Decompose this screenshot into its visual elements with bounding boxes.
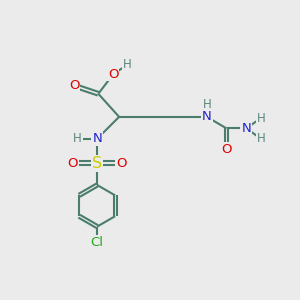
Text: O: O — [69, 79, 79, 92]
Text: S: S — [92, 155, 102, 170]
Text: O: O — [116, 157, 127, 169]
Text: N: N — [241, 122, 251, 135]
Text: O: O — [68, 157, 78, 169]
Text: H: H — [257, 112, 266, 124]
Text: H: H — [73, 132, 82, 145]
Text: H: H — [202, 98, 211, 111]
Text: O: O — [108, 68, 119, 81]
Text: O: O — [221, 143, 232, 156]
Text: H: H — [257, 132, 266, 145]
Text: H: H — [123, 58, 132, 71]
Text: Cl: Cl — [91, 236, 104, 249]
Text: N: N — [92, 132, 102, 145]
Text: N: N — [202, 110, 212, 123]
